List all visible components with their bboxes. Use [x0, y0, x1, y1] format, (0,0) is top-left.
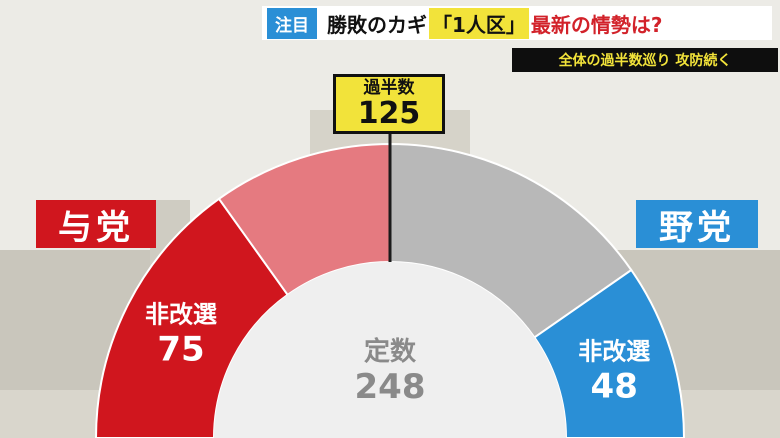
center-disc: [214, 262, 566, 438]
majority-value: 125: [357, 96, 421, 131]
total-value: 248: [355, 367, 426, 407]
opposition-label: 野党: [636, 200, 758, 248]
headline-text-b: 「1人区」: [429, 7, 529, 39]
headline-text-c: 最新の情勢は?: [530, 12, 663, 37]
segment-value-4: 48: [591, 367, 638, 407]
headline-text-a: 勝敗のカギ: [327, 12, 427, 37]
total-label: 定数: [364, 336, 417, 367]
majority-sign: 過半数 125: [333, 74, 445, 134]
headline-tag: 注目: [267, 7, 317, 39]
segment-value-1: 75: [157, 330, 204, 370]
ruling-coalition-label: 与党: [36, 200, 156, 248]
subheadline: 全体の過半数巡り 攻防続く: [512, 48, 778, 72]
segment-label-1: 非改選: [145, 301, 217, 329]
headline-banner: 注目 勝敗のカギ 「1人区」 最新の情勢は?: [262, 6, 772, 40]
majority-label: 過半数: [363, 78, 415, 98]
segment-label-4: 非改選: [578, 338, 650, 366]
